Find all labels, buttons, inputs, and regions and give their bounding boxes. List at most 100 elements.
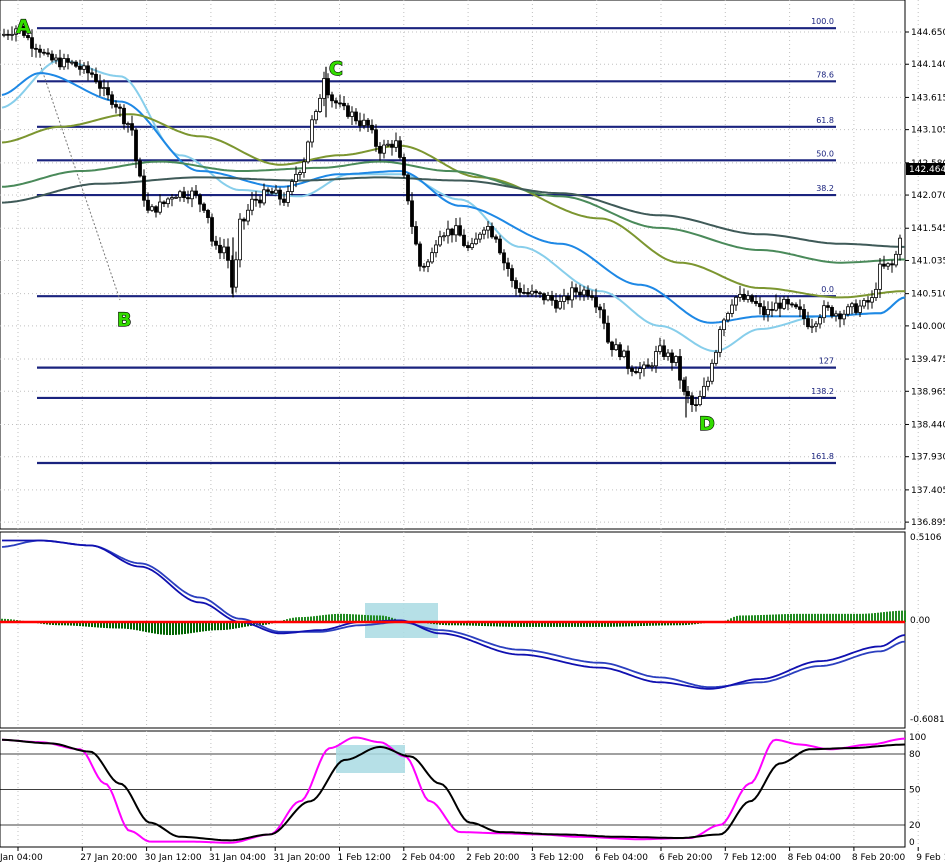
candle-body <box>2 33 6 36</box>
candle-body <box>810 325 814 328</box>
candle-body <box>870 297 874 303</box>
candle-body <box>214 240 218 246</box>
candle-body <box>334 100 338 104</box>
candlesticks <box>2 20 902 418</box>
candle-body <box>710 362 714 382</box>
moving-averages <box>1 59 906 353</box>
candle-body <box>782 298 786 309</box>
candle-body <box>762 306 766 316</box>
candle-body <box>818 317 822 325</box>
candle-body <box>666 352 670 357</box>
candle-body <box>310 119 314 143</box>
candle-body <box>434 244 438 254</box>
candle-body <box>146 199 150 211</box>
candle-body <box>438 236 442 246</box>
candle-body <box>466 245 470 249</box>
candle-body <box>702 385 706 397</box>
x-tick-label: Jan 04:00 <box>0 853 43 863</box>
candle-body <box>706 380 710 387</box>
candle-body <box>182 191 186 199</box>
candle-body <box>154 206 158 213</box>
stochastic-k-line <box>1 736 906 844</box>
candle-body <box>594 297 598 308</box>
candle-body <box>126 123 130 126</box>
candle-body <box>326 78 330 96</box>
candle-body <box>134 129 138 162</box>
candle-body <box>866 300 870 303</box>
candle-body <box>458 225 462 236</box>
candle-body <box>406 174 410 202</box>
candle-body <box>682 379 686 392</box>
candle-body <box>550 295 554 301</box>
candle-body <box>346 105 350 117</box>
candle-body <box>390 143 394 148</box>
y-axes: 144.650144.140143.615143.105142.580142.0… <box>905 28 945 848</box>
fib-level-label: 127 <box>819 357 834 366</box>
candle-body <box>302 161 306 174</box>
candle-body <box>202 203 206 211</box>
candle-body <box>542 293 546 301</box>
candle-body <box>862 300 866 307</box>
price-panel <box>0 0 906 530</box>
stochastic-d-line <box>1 738 906 842</box>
candle-body <box>802 309 806 319</box>
candle-body <box>138 160 142 177</box>
macd-indicator <box>0 539 906 690</box>
candle-body <box>342 102 346 107</box>
candle-body <box>402 157 406 176</box>
candle-body <box>474 238 478 245</box>
candle-body <box>418 243 422 267</box>
candle-body <box>490 226 494 238</box>
candle-body <box>774 302 778 311</box>
candle-body <box>726 313 730 321</box>
candle-body <box>830 307 834 317</box>
candle-body <box>482 229 486 235</box>
candle-body <box>698 396 702 406</box>
candle-body <box>30 37 34 49</box>
moving-average-line <box>1 59 906 353</box>
macd-y-tick-label: -0.6081 <box>910 715 945 725</box>
x-axis: Jan 04:00 27 Jan 20:00 30 Jan 12:00 31 Jan … <box>0 847 945 863</box>
candle-body <box>586 289 590 297</box>
candle-body <box>70 61 74 64</box>
x-tick-label: 30 Jan 12:00 <box>145 853 202 863</box>
fib-level-label: 0.0 <box>821 285 834 294</box>
candle-body <box>742 293 746 300</box>
candle-body <box>450 228 454 236</box>
candle-body <box>582 289 586 296</box>
candle-body <box>210 217 214 242</box>
price-y-tick-label: 144.140 <box>911 60 945 70</box>
price-y-tick-label: 140.000 <box>911 322 945 332</box>
macd-signal-line <box>1 539 906 689</box>
candle-body <box>714 351 718 364</box>
candle-body <box>462 234 466 246</box>
stochastic-y-tick-label: 20 <box>909 821 921 831</box>
candle-body <box>622 350 626 358</box>
moving-average-line <box>1 160 905 264</box>
candle-body <box>618 344 622 358</box>
candle-body <box>306 141 310 163</box>
candle-body <box>662 345 666 357</box>
candle-body <box>414 226 418 245</box>
price-y-tick-label: 140.510 <box>911 290 945 300</box>
candle-body <box>298 172 302 175</box>
price-y-tick-label: 144.650 <box>911 28 945 38</box>
x-tick-label: 9 Feb 12:00 <box>916 853 945 863</box>
candle-body <box>886 263 890 267</box>
fib-level-label: 100.0 <box>811 17 834 26</box>
candle-body <box>350 111 354 117</box>
candle-body <box>654 351 658 367</box>
candle-body <box>894 253 898 266</box>
candle-body <box>506 262 510 269</box>
candle-body <box>322 78 326 99</box>
candle-body <box>834 313 838 317</box>
candle-body <box>290 181 294 192</box>
candle-body <box>814 323 818 327</box>
candle-body <box>822 305 826 319</box>
fib-level-label: 138.2 <box>811 387 834 396</box>
candle-body <box>278 189 282 200</box>
candle-body <box>838 313 842 320</box>
candle-body <box>614 344 618 351</box>
candle-body <box>718 329 722 353</box>
fib-diagonal-line <box>39 63 121 301</box>
